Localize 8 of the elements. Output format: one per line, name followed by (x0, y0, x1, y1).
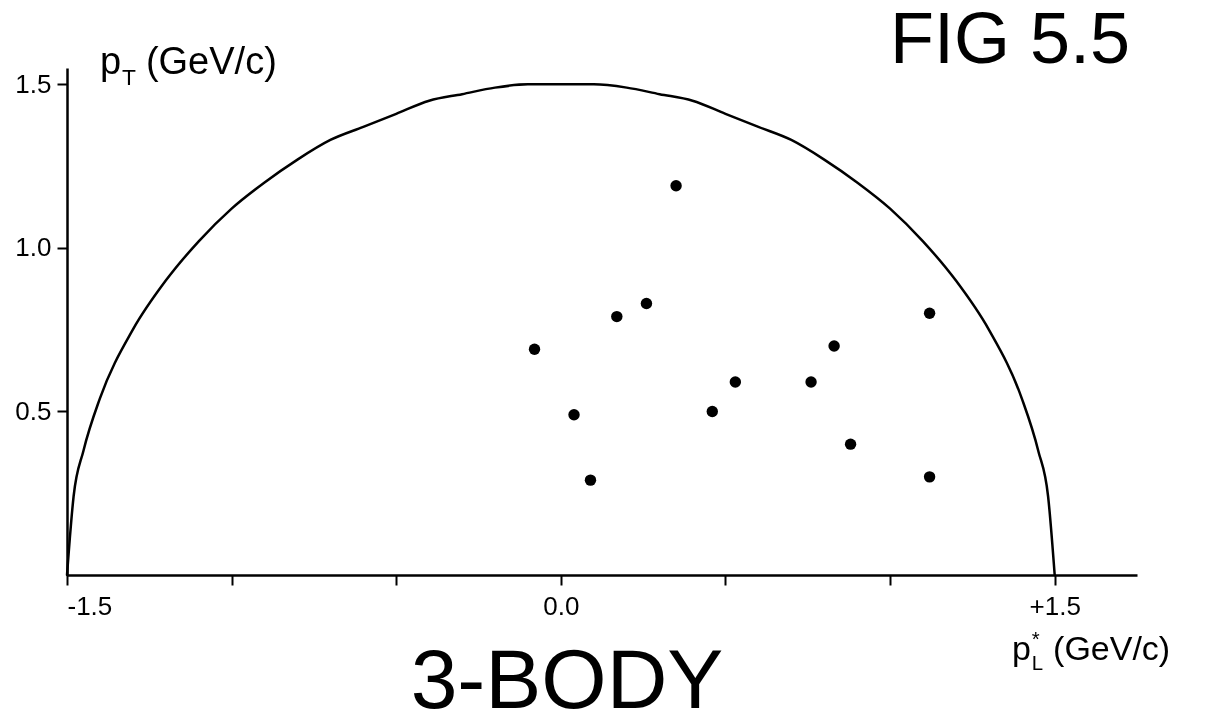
y-tick-label: 0.5 (15, 395, 52, 426)
x-tick-label: -1.5 (67, 590, 113, 621)
x-tick-label: +1.5 (1029, 590, 1081, 621)
annotation: FIG 5.5 (889, 0, 1130, 78)
y-tick-label: 1.5 (15, 68, 52, 99)
text: 3-BODY (410, 632, 724, 720)
y-tick-label: 1.0 (15, 232, 52, 263)
x-tick-label: 0.0 (543, 590, 580, 621)
